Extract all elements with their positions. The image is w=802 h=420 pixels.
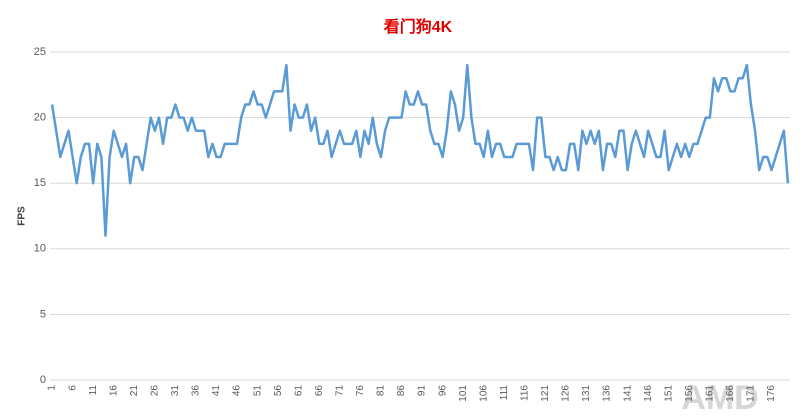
y-tick-label: 25 xyxy=(34,46,46,58)
watermark: AMD xyxy=(681,379,758,417)
y-tick-label: 10 xyxy=(34,243,46,255)
x-tick-label: 161 xyxy=(704,385,715,402)
x-tick-label: 61 xyxy=(293,385,304,397)
x-tick-label: 101 xyxy=(458,385,469,402)
x-tick-label: 96 xyxy=(437,385,448,397)
x-tick-label: 86 xyxy=(396,385,407,397)
x-tick-label: 131 xyxy=(581,385,592,402)
x-tick-label: 16 xyxy=(108,385,119,397)
line-series xyxy=(50,63,790,237)
x-tick-label: 51 xyxy=(252,385,263,397)
x-tick-label: 156 xyxy=(684,385,695,402)
x-tick-label: 71 xyxy=(334,385,345,397)
x-tick-label: 116 xyxy=(519,385,530,401)
x-tick-label: 111 xyxy=(499,385,510,401)
x-tick-label: 126 xyxy=(561,385,572,402)
x-tick-label: 91 xyxy=(417,385,428,397)
x-tick-label: 31 xyxy=(170,385,181,397)
y-tick-label: 5 xyxy=(40,308,46,320)
x-tick-label: 6 xyxy=(67,385,78,391)
x-tick-label: 66 xyxy=(314,385,325,397)
y-tick-label: 15 xyxy=(34,177,46,189)
x-tick-label: 141 xyxy=(622,385,633,402)
x-tick-label: 46 xyxy=(232,385,243,397)
x-tick-label: 76 xyxy=(355,385,366,397)
y-tick-label: 20 xyxy=(34,112,46,124)
x-tick-label: 26 xyxy=(149,385,160,397)
y-axis-label: FPS xyxy=(17,206,28,226)
x-tick-label: 1 xyxy=(47,385,58,391)
x-tick-label: 56 xyxy=(273,385,284,397)
x-tick-label: 36 xyxy=(191,385,202,397)
x-tick-label: 136 xyxy=(602,385,613,402)
chart-title: 看门狗4K xyxy=(383,17,453,36)
y-tick-label: 0 xyxy=(40,374,46,386)
x-tick-label: 81 xyxy=(376,385,387,397)
x-tick-label: 151 xyxy=(663,385,674,402)
x-tick-label: 21 xyxy=(129,385,140,397)
x-tick-label: 166 xyxy=(725,385,736,402)
x-tick-label: 146 xyxy=(643,385,654,402)
x-tick-label: 171 xyxy=(746,385,757,402)
x-tick-label: 106 xyxy=(478,385,489,402)
x-tick-label: 176 xyxy=(766,385,777,402)
x-tick-label: 41 xyxy=(211,385,222,397)
x-tick-label: 121 xyxy=(540,385,551,402)
x-tick-label: 11 xyxy=(88,385,99,396)
